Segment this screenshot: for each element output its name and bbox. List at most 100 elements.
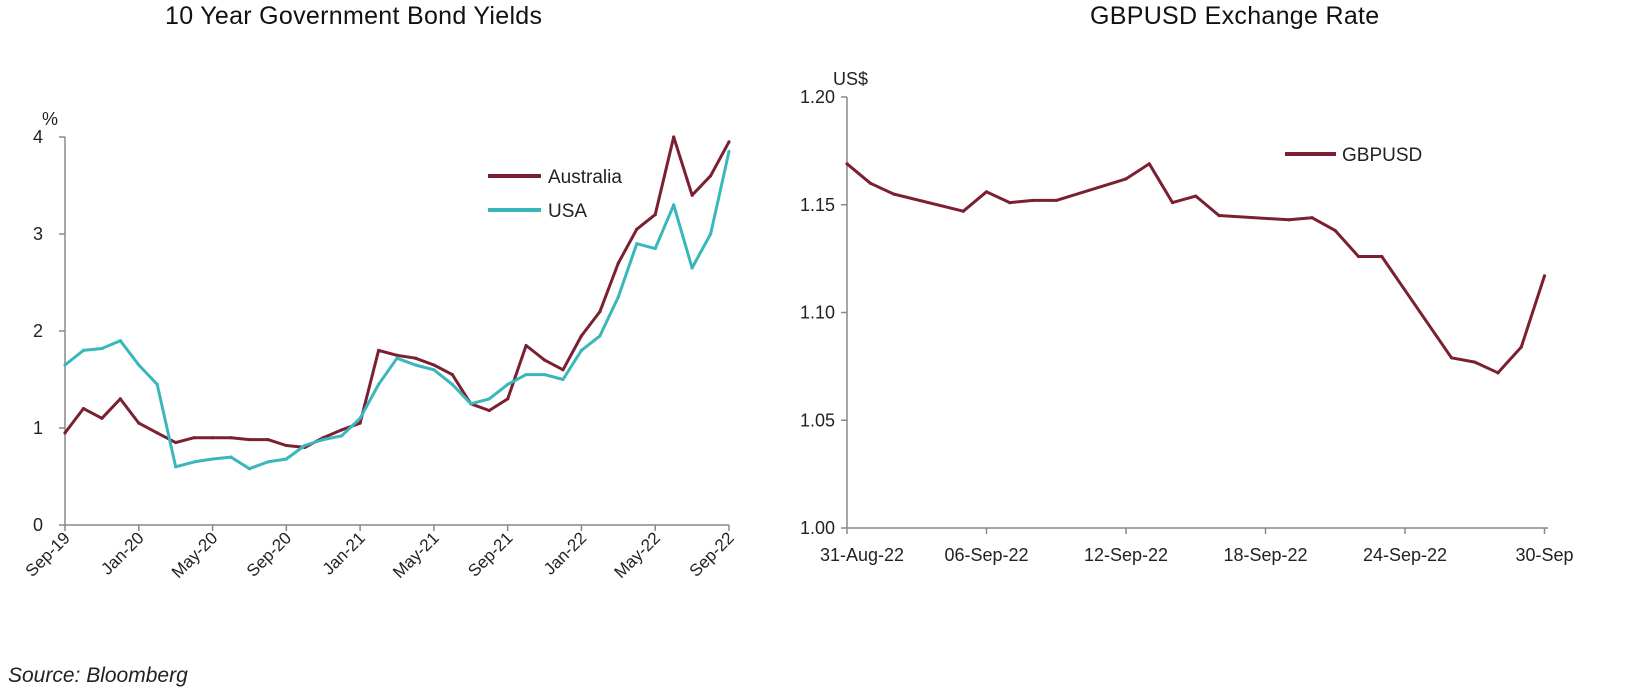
data-point-australia: [506, 397, 510, 401]
data-point-australia: [487, 408, 491, 413]
data-point-usa: [358, 416, 362, 420]
data-point-australia: [340, 428, 344, 432]
x-tick-label: Sep-20: [243, 528, 295, 580]
data-point-australia: [598, 310, 602, 314]
data-point-gbpusd: [845, 162, 849, 166]
y-tick-label: 1: [33, 418, 43, 438]
data-point-usa: [137, 363, 141, 367]
data-point-australia: [708, 174, 713, 178]
data-point-usa: [432, 368, 436, 372]
y-tick-label: 1.15: [800, 195, 835, 215]
data-point-gbpusd: [1333, 229, 1337, 233]
x-tick-label: May-20: [168, 528, 222, 582]
data-point-usa: [81, 348, 86, 352]
data-point-australia: [635, 227, 639, 231]
x-tick-label: 31-Aug-22: [820, 545, 904, 565]
y-tick-label: 2: [33, 321, 43, 341]
data-point-usa: [118, 339, 122, 343]
x-tick-label: Sep-19: [22, 528, 74, 580]
data-point-australia: [118, 397, 122, 401]
data-point-australia: [727, 140, 731, 144]
data-point-gbpusd: [1287, 218, 1291, 222]
data-point-gbpusd: [961, 209, 965, 213]
y-tick-label: 4: [33, 127, 43, 147]
data-point-usa: [284, 457, 288, 461]
data-point-australia: [690, 193, 694, 197]
data-point-usa: [598, 334, 602, 338]
data-point-usa: [155, 382, 159, 386]
data-point-gbpusd: [891, 192, 896, 196]
data-point-usa: [635, 242, 639, 246]
data-point-usa: [561, 377, 565, 382]
chart-title-gbpusd: GBPUSD Exchange Rate: [1090, 2, 1380, 30]
data-point-australia: [63, 431, 67, 435]
data-point-gbpusd: [984, 190, 989, 194]
data-point-usa: [653, 246, 657, 251]
data-point-usa: [303, 443, 307, 448]
data-point-australia: [137, 421, 141, 425]
data-point-gbpusd: [1473, 360, 1477, 364]
source-note: Source: Bloomberg: [8, 664, 188, 687]
data-point-gbpusd: [1147, 162, 1151, 166]
x-tick-label: 12-Sep-22: [1084, 545, 1168, 565]
data-point-australia: [155, 431, 159, 435]
data-point-australia: [229, 436, 233, 440]
series-line-australia: [63, 135, 731, 449]
data-point-usa: [229, 455, 233, 459]
data-point-usa: [340, 434, 344, 438]
x-tick-label: May-21: [389, 528, 443, 582]
data-point-australia: [542, 358, 547, 362]
y-tick-label: 1.20: [800, 87, 835, 107]
data-point-gbpusd: [1031, 198, 1035, 203]
data-point-usa: [690, 266, 694, 270]
x-tick-label: Jan-22: [540, 528, 590, 578]
data-point-usa: [579, 348, 584, 352]
data-point-usa: [395, 356, 399, 360]
data-point-usa: [100, 346, 104, 351]
data-point-gbpusd: [1380, 254, 1384, 259]
data-point-usa: [413, 363, 418, 367]
x-tick-label: Sep-22: [686, 528, 738, 580]
data-point-australia: [284, 443, 288, 448]
data-point-australia: [653, 213, 657, 217]
series-line-usa: [64, 151, 731, 471]
data-point-australia: [192, 436, 196, 440]
data-point-gbpusd: [1310, 216, 1314, 220]
data-point-gbpusd: [1217, 213, 1221, 218]
data-point-usa: [321, 438, 325, 442]
data-point-usa: [174, 465, 178, 469]
y-tick-label: 0: [33, 515, 43, 535]
data-point-gbpusd: [1542, 274, 1547, 278]
x-tick-label: 30-Sep: [1515, 545, 1573, 565]
data-point-australia: [395, 353, 399, 357]
data-point-usa: [63, 363, 67, 367]
data-point-australia: [266, 438, 270, 442]
legend-label-gbpusd: GBPUSD: [1342, 145, 1422, 166]
data-point-australia: [210, 436, 215, 440]
data-point-australia: [358, 421, 362, 425]
data-point-gbpusd: [1054, 198, 1058, 203]
legend-label-usa: USA: [548, 201, 587, 222]
data-point-usa: [506, 382, 510, 386]
data-point-usa: [672, 203, 676, 207]
data-point-gbpusd: [1496, 371, 1500, 375]
x-tick-label: 06-Sep-22: [944, 545, 1028, 565]
y-axis-unit: %: [42, 109, 58, 129]
data-point-australia: [432, 363, 436, 367]
data-point-gbpusd: [1449, 356, 1454, 360]
data-point-usa: [210, 457, 215, 461]
data-point-australia: [174, 440, 178, 445]
data-point-australia: [81, 407, 86, 411]
data-point-australia: [247, 438, 252, 442]
data-point-usa: [192, 460, 196, 464]
data-point-usa: [450, 382, 454, 386]
data-point-usa: [266, 460, 270, 464]
data-point-usa: [708, 232, 713, 236]
y-tick-label: 3: [33, 224, 43, 244]
data-point-gbpusd: [1170, 200, 1175, 205]
data-point-usa: [376, 382, 381, 386]
data-point-gbpusd: [868, 181, 872, 185]
x-tick-label: Jan-20: [97, 528, 147, 578]
data-point-australia: [413, 356, 418, 360]
